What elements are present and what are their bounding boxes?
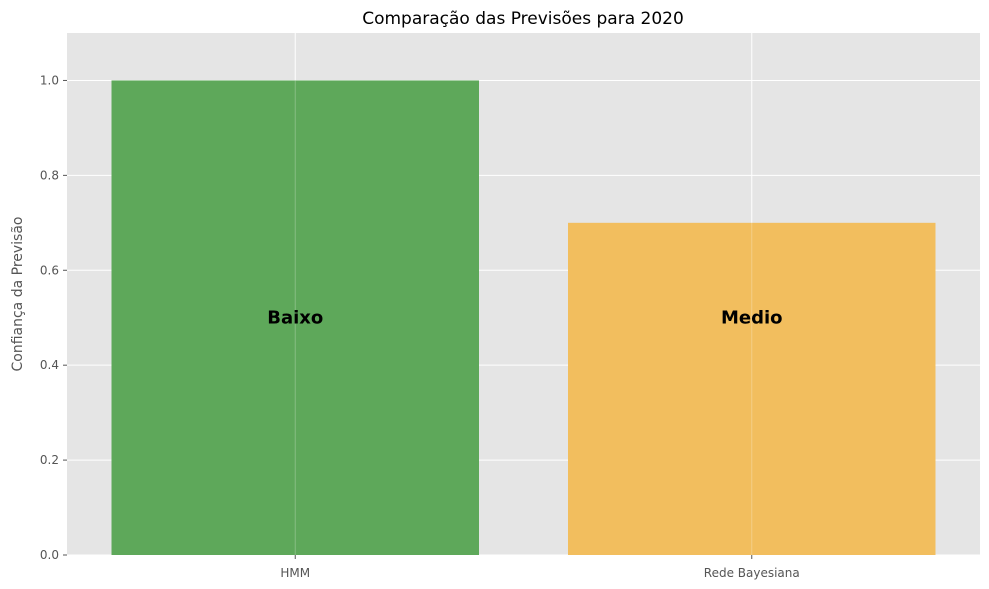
bar-hmm <box>111 80 479 556</box>
y-tick-label: 0.0 <box>40 548 59 562</box>
y-axis-label: Confiança da Previsão <box>10 217 26 372</box>
chart-title: Comparação das Previsões para 2020 <box>362 9 684 29</box>
bar-labels: Baixo Medio <box>267 308 782 329</box>
bar-value-label: Medio <box>721 308 783 329</box>
y-tick-label: 0.2 <box>40 453 59 467</box>
y-tick-label: 0.6 <box>40 263 59 277</box>
bar-rede-bayesiana <box>568 222 936 555</box>
y-axis-ticks: 0.0 0.2 0.4 0.6 0.8 1.0 <box>40 73 67 562</box>
bar-value-label: Baixo <box>267 308 323 329</box>
y-tick-label: 0.4 <box>40 358 59 372</box>
y-tick-label: 0.8 <box>40 168 59 182</box>
bars <box>111 80 936 556</box>
x-axis-ticks: HMM Rede Bayesiana <box>280 555 800 580</box>
y-tick-label: 1.0 <box>40 73 59 87</box>
x-tick-label: HMM <box>280 566 310 580</box>
x-tick-label: Rede Bayesiana <box>704 566 800 580</box>
